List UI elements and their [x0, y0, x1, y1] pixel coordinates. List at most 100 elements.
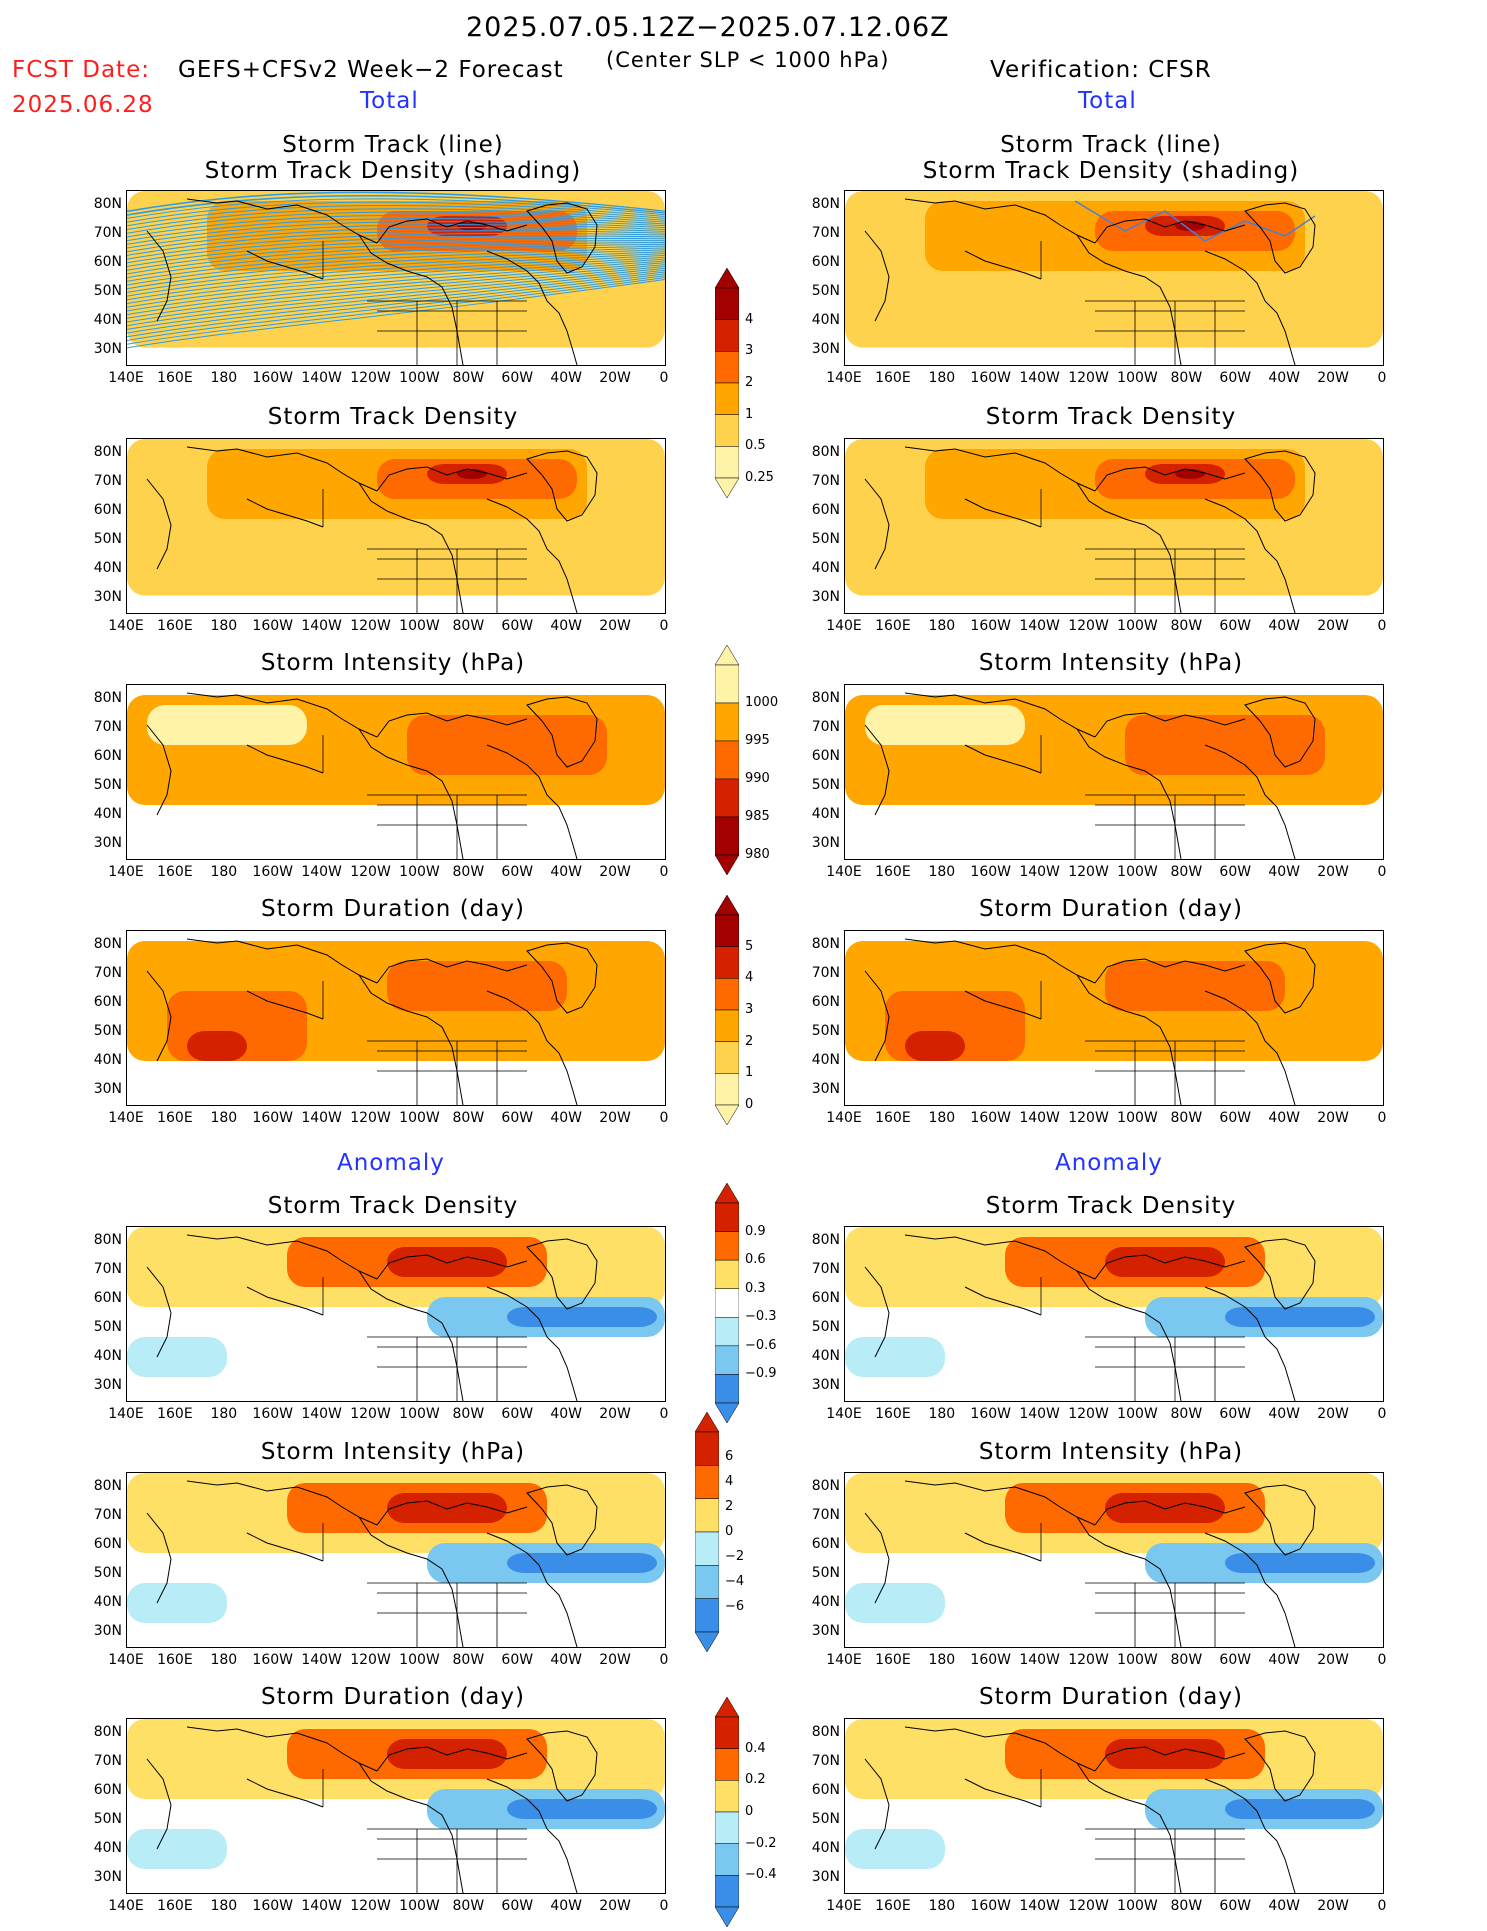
colorbar-bottom-arrow	[714, 1906, 740, 1928]
lon-tick-label: 160W	[970, 1898, 1011, 1914]
lat-tick-label: 80N	[93, 690, 122, 706]
lon-tick-label: 40W	[1268, 864, 1300, 880]
shading-cell	[507, 1553, 657, 1573]
colorbar-segment	[714, 1288, 740, 1318]
colorbar-label: 5	[745, 938, 754, 954]
lat-tick-label: 80N	[93, 1724, 122, 1740]
lon-tick-label: 0	[1377, 864, 1387, 880]
colorbar-label: 2	[745, 375, 754, 390]
colorbar-segment	[714, 1811, 740, 1844]
colorbar-segment	[714, 1041, 740, 1074]
storm-track-line	[127, 247, 665, 286]
lon-tick-label: 20W	[599, 1898, 631, 1914]
storm-track-line	[127, 278, 665, 349]
coastline	[486, 1778, 578, 1893]
colorbar-label: 0.2	[745, 1772, 766, 1788]
coastline	[376, 1746, 528, 1772]
lon-tick-label: 20W	[1317, 1406, 1349, 1422]
lat-tick-label: 80N	[93, 444, 122, 460]
coastline	[486, 1286, 578, 1401]
coastline	[1244, 1484, 1316, 1556]
lat-tick-label: 60N	[811, 1782, 840, 1798]
lon-tick-label: 140E	[826, 370, 862, 386]
storm-track-line	[127, 198, 665, 219]
coastline	[864, 970, 890, 1062]
political-border	[377, 1829, 527, 1893]
coastline	[146, 970, 172, 1062]
lon-tick-label: 140E	[826, 1406, 862, 1422]
colorbar-intensity_total	[714, 644, 740, 879]
coastline	[146, 1266, 172, 1358]
lon-tick-label: 160E	[875, 1110, 911, 1126]
map-panel-forecast-anom-duration	[126, 1718, 666, 1894]
lat-tick-label: 40N	[93, 1840, 122, 1856]
storm-track-line	[127, 221, 665, 245]
coastline	[1204, 1286, 1296, 1401]
lon-tick-label: 0	[1377, 1406, 1387, 1422]
coastline	[964, 1532, 1042, 1562]
colorbar-segment	[714, 1374, 740, 1404]
lon-tick-label: 40W	[1268, 1406, 1300, 1422]
map-svg-forecast-anom-intensity	[127, 1473, 665, 1647]
lat-tick-label: 30N	[93, 1869, 122, 1885]
coastline	[1076, 482, 1182, 613]
lon-tick-label: 0	[1377, 1898, 1387, 1914]
lon-tick-label: 140E	[826, 618, 862, 634]
lon-tick-label: 60W	[1219, 370, 1252, 386]
map-svg-forecast-anom-density	[127, 1227, 665, 1401]
coastline	[358, 1270, 464, 1401]
coastline	[526, 450, 598, 522]
lon-tick-label: 140W	[301, 370, 342, 386]
lon-tick-label: 60W	[501, 1406, 534, 1422]
lon-tick-label: 160W	[252, 1898, 293, 1914]
lat-tick-label: 50N	[811, 777, 840, 793]
political-border	[1095, 1583, 1245, 1647]
colorbar-segment	[714, 414, 740, 447]
coastline	[246, 1778, 324, 1808]
lon-tick-label: 160E	[157, 1898, 193, 1914]
colorbar-segment	[694, 1598, 720, 1633]
colorbar-label: −4	[725, 1574, 745, 1589]
lon-tick-label: 160W	[970, 864, 1011, 880]
storm-track-line	[127, 273, 665, 338]
political-border	[1095, 1041, 1245, 1105]
colorbar-label: 0	[745, 1097, 754, 1112]
colorbar-segment	[714, 914, 740, 947]
map-panel-forecast-total-duration	[126, 930, 666, 1106]
storm-track-line	[127, 245, 665, 282]
lat-tick-label: 60N	[811, 254, 840, 270]
lon-tick-label: 160W	[252, 1110, 293, 1126]
colorbar-duration_anom	[714, 1696, 740, 1931]
lat-tick-label: 40N	[811, 560, 840, 576]
colorbar-label: 990	[745, 771, 770, 786]
lon-tick-label: 60W	[501, 1898, 534, 1914]
shading-cell	[507, 1799, 657, 1819]
lon-tick-label: 140E	[108, 1110, 144, 1126]
shading-cell	[1225, 1307, 1375, 1327]
lon-tick-label: 20W	[1317, 618, 1349, 634]
title-track-left-1: Storm Track (line)	[282, 132, 504, 158]
lon-tick-label: 0	[659, 1898, 669, 1914]
colorbar-label: 0	[725, 1524, 734, 1539]
coastline	[358, 1762, 464, 1893]
lat-tick-label: 30N	[93, 589, 122, 605]
shading-cell	[905, 1031, 965, 1061]
lon-tick-label: 140E	[108, 618, 144, 634]
lon-tick-label: 180	[928, 370, 956, 386]
colorbar-segment	[694, 1465, 720, 1499]
coastline	[146, 1758, 172, 1850]
lon-tick-label: 160E	[157, 864, 193, 880]
coastline	[1204, 990, 1296, 1105]
lat-tick-label: 80N	[811, 1724, 840, 1740]
shading-cell	[1225, 1553, 1375, 1573]
lat-tick-label: 80N	[93, 1478, 122, 1494]
lon-tick-label: 160W	[970, 1406, 1011, 1422]
lon-tick-label: 40W	[1268, 618, 1300, 634]
coastline	[146, 1512, 172, 1604]
lat-tick-label: 40N	[811, 1348, 840, 1364]
map-panel-verification-anom-duration	[844, 1718, 1384, 1894]
lon-tick-label: 120W	[1068, 1406, 1109, 1422]
storm-track-line	[127, 211, 665, 234]
storm-track-line	[127, 275, 665, 341]
colorbar-segment	[714, 1073, 740, 1106]
